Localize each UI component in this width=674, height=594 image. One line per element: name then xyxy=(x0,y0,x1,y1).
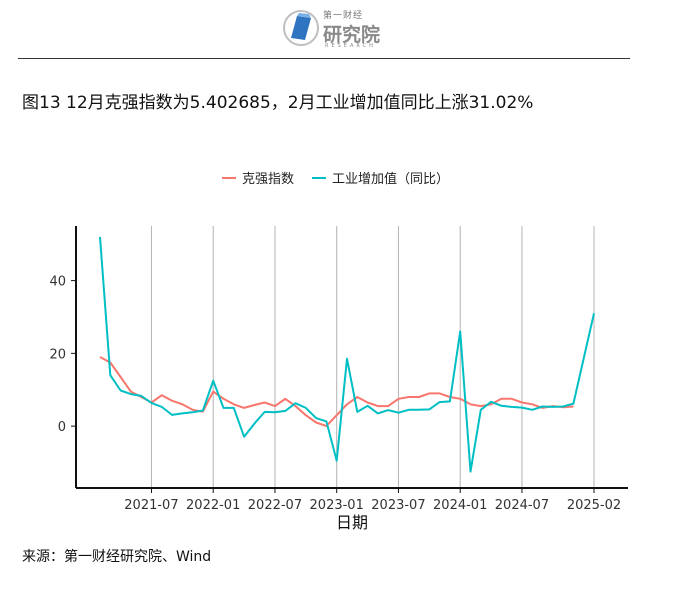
grid-lines xyxy=(150,226,595,488)
y-tick-label: 0 xyxy=(58,420,66,435)
chart-axes xyxy=(71,226,628,493)
logo-emblem-icon xyxy=(283,10,319,46)
figure-title: 图13 12月克强指数为5.402685，2月工业增加值同比上涨31.02% xyxy=(22,93,534,113)
legend-label-industrial: 工业增加值（同比） xyxy=(332,171,449,187)
chart-legend: 克强指数 工业增加值（同比） xyxy=(222,171,449,187)
x-axis-label: 日期 xyxy=(336,513,368,532)
line-chart: 克强指数 工业增加值（同比） 2021-07 2022-01 2022-07 2023… xyxy=(49,171,628,532)
logo-en-text: RESEARCH xyxy=(325,43,376,49)
series-line-industrial xyxy=(99,236,595,473)
x-tick-label: 2022-01 xyxy=(186,498,240,513)
x-tick-label: 2025-02 xyxy=(567,498,621,513)
research-logo: 第一财经 研究院 RESEARCH xyxy=(283,6,393,52)
x-tick-label: 2024-07 xyxy=(495,498,549,513)
source-note: 来源：第一财经研究院、Wind xyxy=(22,549,212,565)
legend-label-keqiang: 克强指数 xyxy=(242,172,294,187)
x-tick-label: 2023-01 xyxy=(310,498,364,513)
header-divider xyxy=(18,58,630,59)
logo-top-text: 第一财经 xyxy=(323,11,364,21)
tick-labels: 2021-07 2022-01 2022-07 2023-01 2023-07 2024-… xyxy=(49,275,621,513)
y-tick-label: 20 xyxy=(49,347,66,362)
x-tick-label: 2022-07 xyxy=(248,498,302,513)
y-tick-label: 40 xyxy=(49,275,66,290)
x-tick-label: 2023-07 xyxy=(371,498,425,513)
series-lines xyxy=(99,236,595,473)
x-tick-label: 2024-01 xyxy=(433,498,487,513)
x-tick-label: 2021-07 xyxy=(124,498,178,513)
logo-main-text: 研究院 xyxy=(323,24,381,46)
